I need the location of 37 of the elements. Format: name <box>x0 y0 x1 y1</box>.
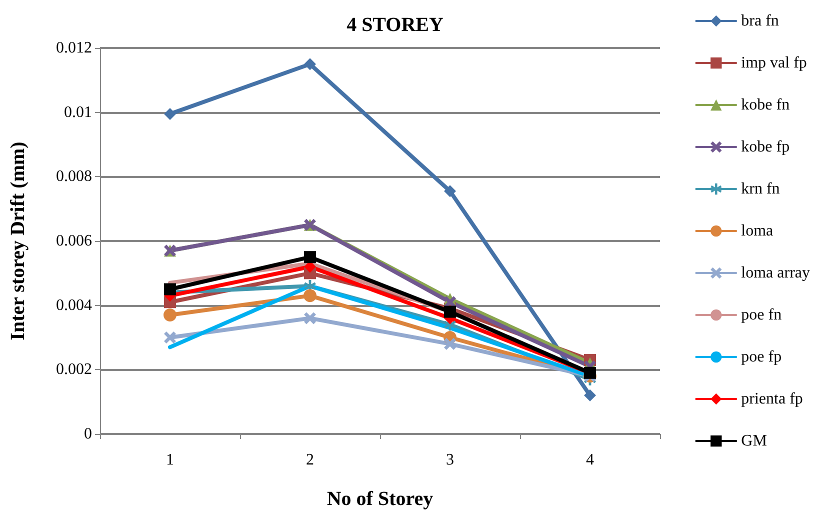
x-axis-title: No of Storey <box>326 488 434 510</box>
y-tick-label: 0.002 <box>56 361 92 378</box>
point <box>164 283 176 296</box>
point <box>164 108 176 120</box>
chart-title: 4 STOREY <box>346 14 444 36</box>
legend-label: kobe fp <box>741 138 790 156</box>
legend-label: poe fp <box>741 348 782 366</box>
y-axis-title: Inter storey Drift (mm) <box>7 142 29 340</box>
x-tick-label: 3 <box>446 452 454 468</box>
point <box>444 338 456 350</box>
y-tick-label: 0.004 <box>56 296 92 314</box>
point <box>304 58 316 70</box>
x-tick-label: 4 <box>586 452 594 468</box>
y-tick-label: 0.006 <box>56 232 92 250</box>
legend-label: prienta fp <box>741 390 803 408</box>
legend-label: poe fn <box>741 306 782 324</box>
point <box>164 308 176 322</box>
point <box>304 251 316 264</box>
x-tick-label: 1 <box>166 452 174 468</box>
legend-label: bra fn <box>741 12 779 30</box>
legend-label: imp val fp <box>741 54 807 72</box>
legend-label: kobe fn <box>741 96 790 114</box>
y-tick-label: 0 <box>84 426 92 442</box>
point <box>584 389 596 402</box>
y-tick-label: 0.012 <box>56 40 92 56</box>
legend-label: GM <box>741 432 767 450</box>
point <box>444 185 456 198</box>
x-tick-label: 2 <box>306 452 314 468</box>
legend-label: krn fn <box>741 180 780 198</box>
legend-label: loma <box>741 222 774 240</box>
point <box>444 306 456 318</box>
legend-label: loma array <box>741 264 810 282</box>
point <box>304 289 316 302</box>
point <box>164 332 176 344</box>
point <box>304 312 316 324</box>
y-tick-label: 0.008 <box>56 168 92 186</box>
y-tick-label: 0.01 <box>64 104 92 121</box>
